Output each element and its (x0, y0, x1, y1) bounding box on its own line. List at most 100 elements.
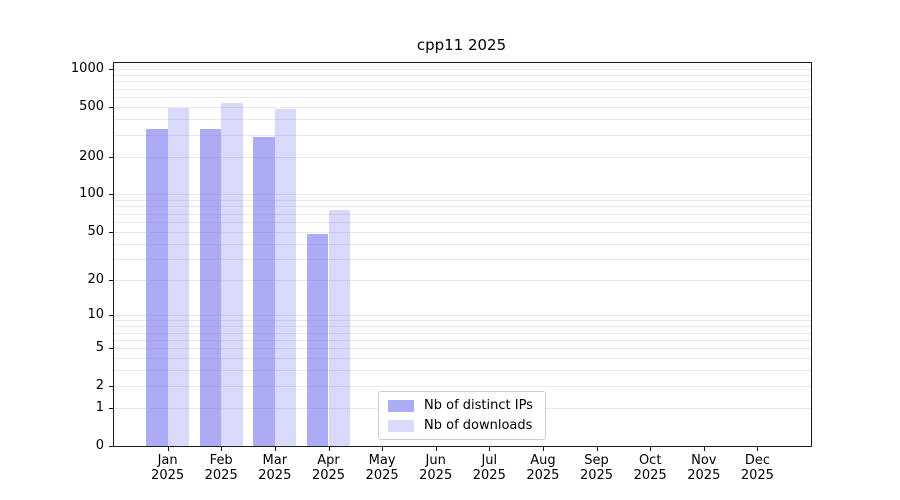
x-tick-label: Sep 2025 (565, 453, 629, 483)
y-tick-label: 10 (87, 307, 104, 323)
x-tick-month: Jan (157, 453, 178, 468)
x-tick-month: Feb (209, 453, 233, 468)
x-tick-month: Apr (317, 453, 340, 468)
grid-line (114, 332, 811, 334)
grid-line (114, 348, 811, 350)
x-tick-month: Aug (530, 453, 556, 468)
grid-line (114, 258, 811, 260)
x-tick-year: 2025 (365, 468, 399, 483)
x-tick-mark (435, 446, 437, 451)
x-tick-mark (167, 446, 169, 451)
legend-label-downloads: Nb of downloads (424, 418, 533, 433)
x-tick-label: Jan 2025 (136, 453, 200, 483)
grid-line (114, 88, 811, 90)
y-tick-mark (109, 408, 114, 410)
x-tick-label: May 2025 (350, 453, 414, 483)
x-tick-mark (596, 446, 598, 451)
grid-line (114, 326, 811, 328)
x-tick-label: Oct 2025 (618, 453, 682, 483)
grid-line (114, 243, 811, 245)
x-tick-year: 2025 (204, 468, 238, 483)
bar-downloads (167, 107, 189, 446)
grid-line (114, 279, 811, 281)
grid-line (114, 315, 811, 317)
axis-ticks-layer: 0 1 2 5 10 20 50 100 200 500 1000 Jan 2025 Feb 2025 Mar… (71, 61, 811, 483)
x-tick-year: 2025 (579, 468, 614, 483)
grid-line (114, 119, 811, 121)
y-tick-mark (109, 194, 114, 196)
x-tick-mark (757, 446, 759, 451)
x-tick-mark (542, 446, 544, 451)
x-tick-mark (328, 446, 330, 451)
x-tick-mark (274, 446, 276, 451)
y-tick-label: 5 (95, 340, 104, 356)
bar-downloads (221, 102, 243, 446)
y-tick-mark (109, 69, 114, 71)
y-tick-label: 500 (79, 98, 104, 114)
x-tick-month: Sep (584, 453, 609, 468)
x-tick-mark (650, 446, 652, 451)
grid-line (114, 97, 811, 98)
grid-line (114, 206, 811, 208)
plot-area: 0 1 2 5 10 20 50 100 200 500 1000 Jan 2025 Feb 2025 Mar… (71, 61, 812, 483)
x-tick-year: 2025 (633, 468, 667, 483)
grid-line (114, 213, 811, 215)
x-tick-label: Apr 2025 (297, 453, 361, 483)
x-tick-month: Mar (262, 453, 288, 468)
grid-line (114, 194, 811, 196)
y-tick-mark (109, 279, 114, 281)
x-tick-year: 2025 (311, 468, 346, 483)
grid-line (114, 231, 811, 233)
bar-distinct-ips (253, 136, 275, 446)
grid-line (114, 358, 811, 360)
y-tick-mark (109, 106, 114, 108)
grid-line (114, 74, 811, 76)
chart-title: cpp11 2025 (416, 36, 507, 54)
y-tick-label: 20 (87, 271, 104, 287)
x-tick-month: May (368, 453, 396, 468)
x-tick-mark (703, 446, 705, 451)
grid-line (114, 69, 811, 71)
x-tick-year: 2025 (472, 468, 506, 483)
legend-label-distinct-ips: Nb of distinct IPs (424, 398, 533, 413)
y-tick-label: 100 (79, 186, 104, 202)
x-tick-month: Oct (638, 453, 662, 468)
y-tick-label: 1 (95, 400, 104, 416)
bar-downloads (328, 209, 350, 446)
x-tick-month: Jun (425, 453, 446, 468)
y-tick-mark (109, 315, 114, 317)
grid-line (114, 221, 811, 223)
x-tick-label: Feb 2025 (189, 453, 253, 483)
grid-line (114, 370, 811, 372)
x-tick-label: Aug 2025 (511, 453, 575, 483)
bar-distinct-ips (146, 128, 168, 446)
x-tick-label: Mar 2025 (243, 453, 307, 483)
x-tick-month: Jul (481, 453, 498, 468)
grid-line (114, 320, 811, 322)
legend-item-downloads: Nb of downloads (388, 418, 533, 433)
legend-swatch-downloads (388, 419, 414, 432)
x-tick-mark (221, 446, 223, 451)
x-tick-label: Nov 2025 (672, 453, 736, 483)
grid-line (114, 386, 811, 388)
x-tick-year: 2025 (687, 468, 721, 483)
bar-distinct-ips (199, 128, 222, 446)
y-tick-mark (109, 386, 114, 388)
bar-distinct-ips (307, 233, 329, 446)
legend-swatch-distinct-ips (388, 399, 414, 412)
grid-line (114, 106, 811, 108)
grid-line (114, 200, 811, 201)
grid-line (114, 134, 811, 136)
y-tick-label: 0 (95, 438, 104, 453)
bar-downloads (274, 109, 297, 446)
grid-line (114, 156, 811, 158)
x-tick-month: Nov (691, 453, 717, 468)
x-tick-mark (382, 446, 384, 451)
grid-line (114, 339, 811, 341)
x-tick-year: 2025 (151, 468, 185, 483)
y-tick-mark (109, 446, 114, 447)
y-tick-mark (109, 231, 114, 233)
y-tick-mark (109, 348, 114, 350)
x-tick-mark (489, 446, 491, 451)
